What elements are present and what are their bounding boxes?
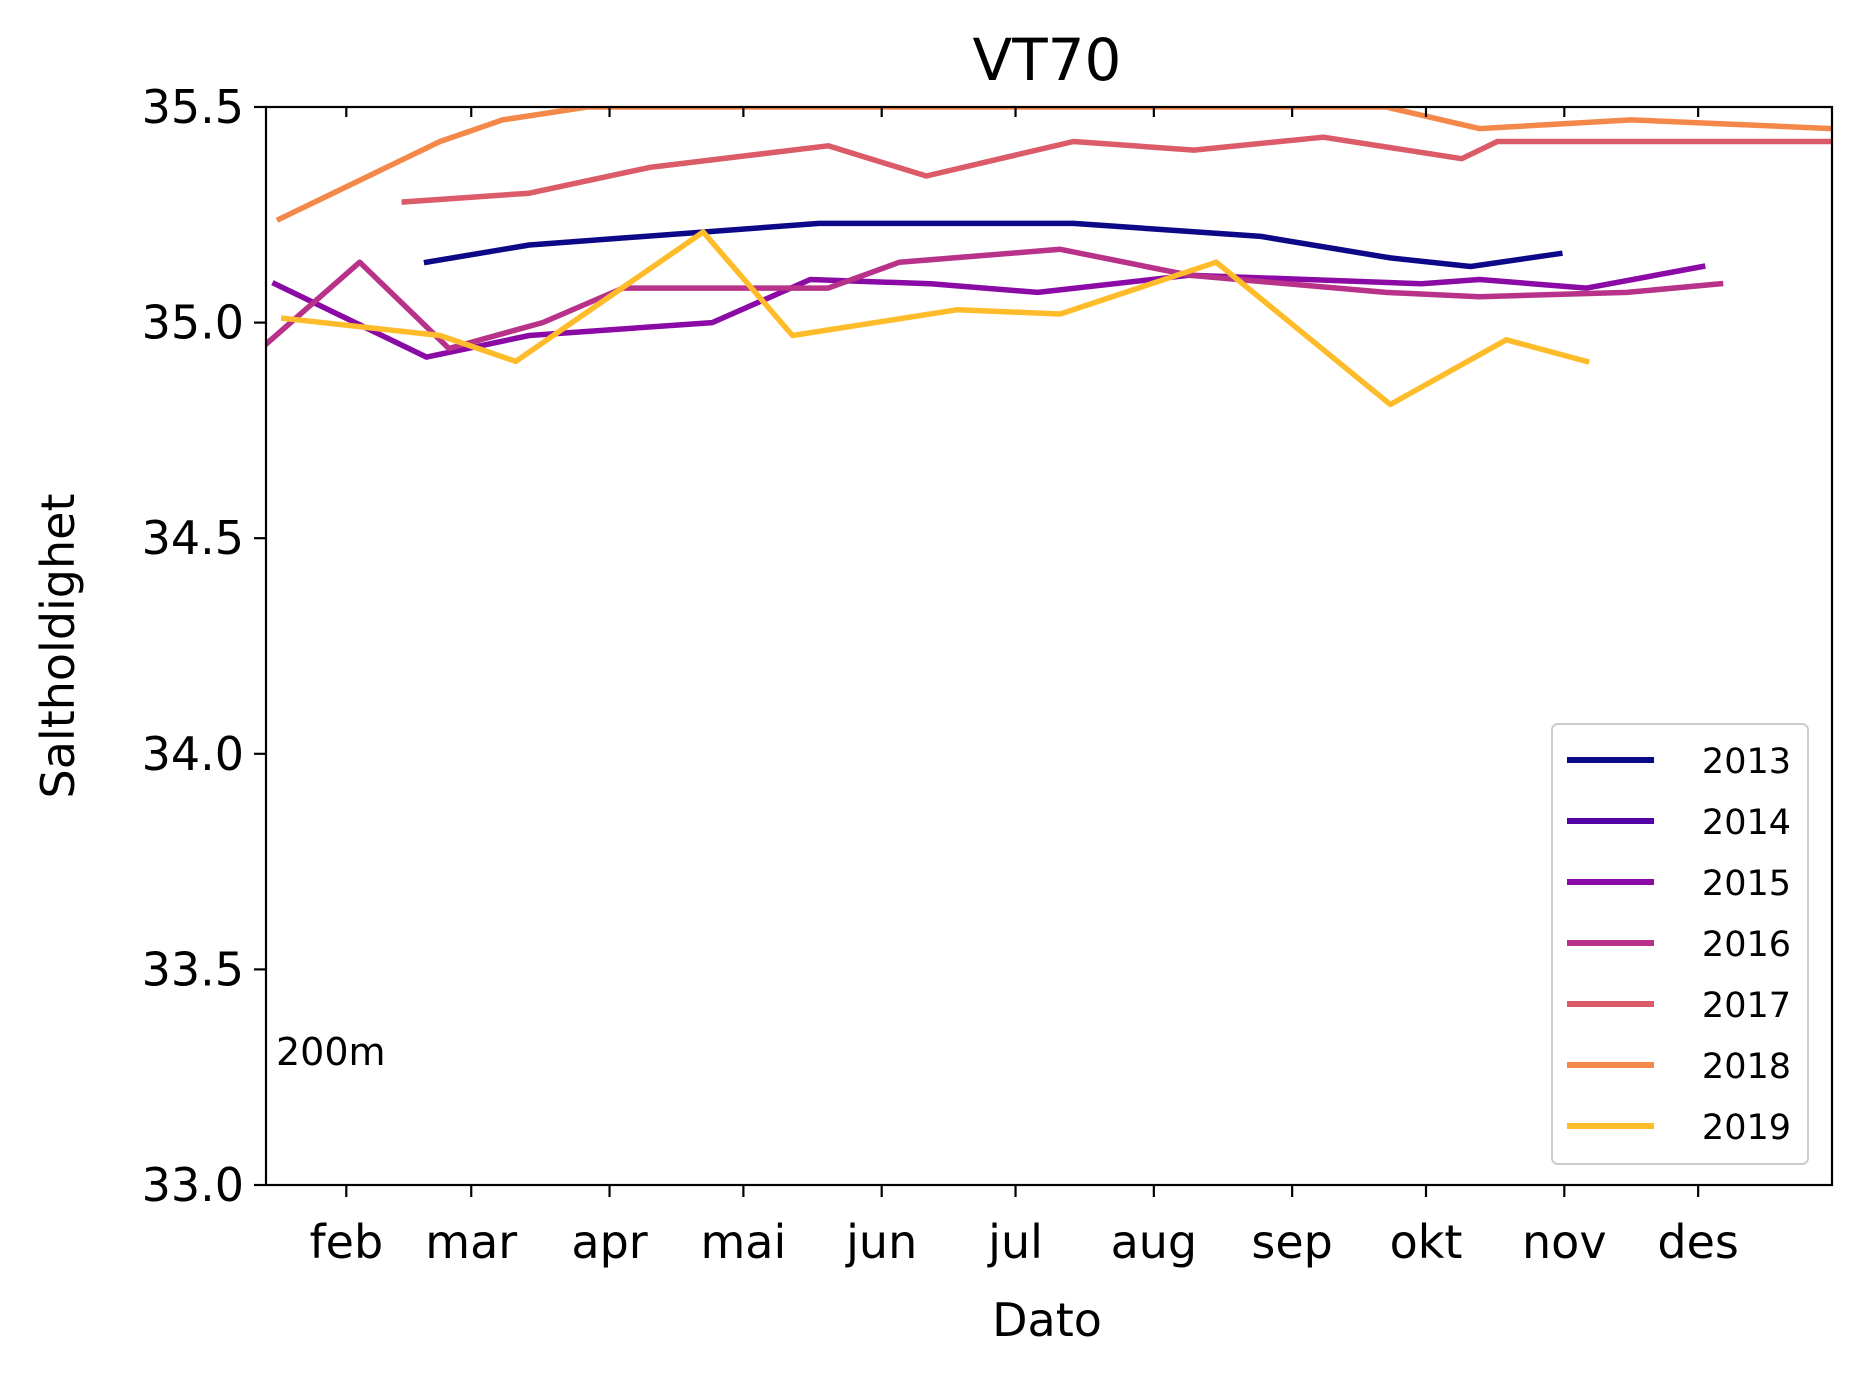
- series-layer: [266, 107, 1832, 408]
- legend-label-2013: 2013: [1702, 742, 1791, 782]
- x-tick-label-des: des: [1657, 1215, 1738, 1269]
- legend-label-2018: 2018: [1702, 1047, 1791, 1087]
- series-line-2019: [280, 229, 1590, 408]
- y-tick-label: 34.0: [142, 727, 244, 781]
- y-tick-label: 35.5: [142, 80, 244, 134]
- x-tick-label-okt: okt: [1390, 1215, 1463, 1269]
- x-tick-label-mar: mar: [425, 1215, 517, 1269]
- x-tick-label-jun: jun: [845, 1215, 917, 1269]
- x-tick-label-aug: aug: [1111, 1215, 1198, 1269]
- legend-label-2019: 2019: [1702, 1108, 1791, 1148]
- legend-label-2017: 2017: [1702, 986, 1791, 1026]
- series-line-2016: [266, 246, 1724, 352]
- plot-frame: [264, 105, 1834, 1187]
- legend-label-2015: 2015: [1702, 864, 1791, 904]
- depth-annotation: 200m: [276, 1030, 386, 1074]
- y-axis-label: Saltholdighet: [31, 494, 85, 799]
- series-line-2015: [271, 263, 1706, 360]
- x-axis-label: Dato: [992, 1293, 1102, 1347]
- x-tick-label-jul: jul: [987, 1215, 1043, 1269]
- series-line-2018: [275, 107, 1832, 223]
- x-tick-label-feb: feb: [309, 1215, 383, 1269]
- chart-title: VT70: [973, 26, 1122, 94]
- series-line-2013: [423, 220, 1563, 270]
- legend: 2013 2014 2015 2016 2017 2018 2019: [1551, 723, 1809, 1165]
- x-tick-label-sep: sep: [1251, 1215, 1332, 1269]
- legend-label-2016: 2016: [1702, 925, 1791, 965]
- x-axis: feb mar apr mai jun jul aug sep okt nov des: [309, 107, 1739, 1269]
- x-tick-label-apr: apr: [571, 1215, 647, 1269]
- legend-box: [1551, 723, 1809, 1165]
- y-tick-label: 35.0: [142, 296, 244, 350]
- y-tick-label: 33.0: [142, 1158, 244, 1212]
- x-tick-label-mai: mai: [700, 1215, 786, 1269]
- y-axis: 33.0 33.5 34.0 34.5 35.0 35.5: [142, 80, 266, 1212]
- series-line-2017: [401, 134, 1832, 205]
- x-tick-label-nov: nov: [1522, 1215, 1607, 1269]
- y-tick-label: 34.5: [142, 511, 244, 565]
- y-tick-label: 33.5: [142, 942, 244, 996]
- legend-label-2014: 2014: [1702, 803, 1791, 843]
